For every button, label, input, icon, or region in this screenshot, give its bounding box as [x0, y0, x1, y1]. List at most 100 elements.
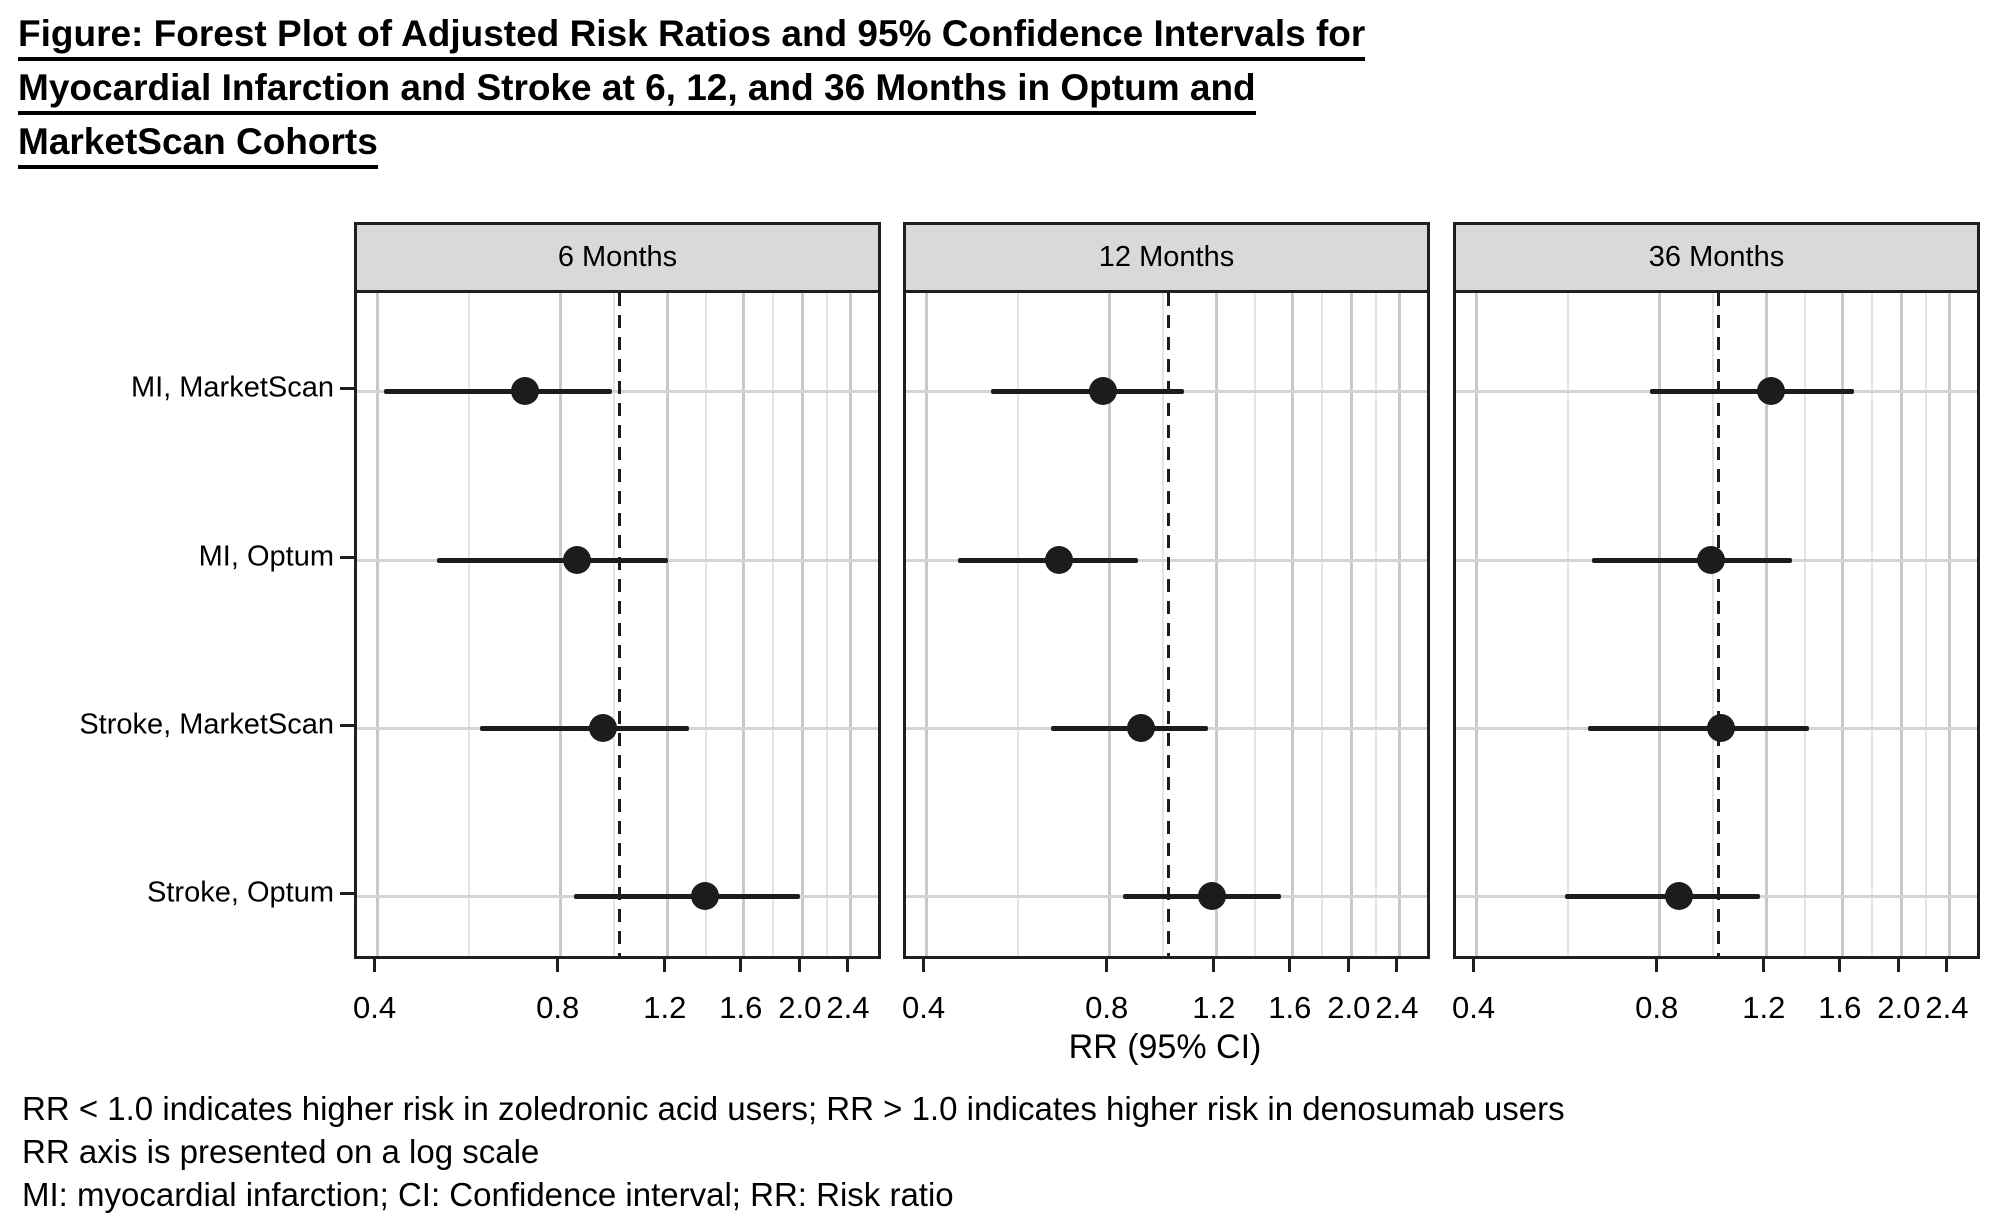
panel-header: 12 Months: [903, 222, 1430, 290]
x-tick-label: 0.8: [1085, 990, 1129, 1025]
x-gridline-minor: [1924, 293, 1927, 956]
x-tick: [1288, 959, 1292, 972]
point-dot: [1044, 546, 1073, 574]
ci-line: [573, 893, 801, 899]
x-gridline-minor: [1871, 293, 1874, 956]
x-gridline-minor: [1374, 293, 1377, 956]
panel-plot: [1453, 290, 1980, 959]
x-gridline-minor: [1321, 293, 1324, 956]
x-gridline-major: [849, 293, 853, 956]
point-dot: [1664, 882, 1693, 910]
point-dot: [1696, 546, 1725, 574]
point-dot: [511, 377, 540, 405]
x-tick-label: 0.4: [353, 990, 397, 1025]
y-tick: [340, 386, 354, 390]
x-tick: [1472, 959, 1476, 972]
figure-title-text: Myocardial Infarction and Stroke at 6, 1…: [18, 66, 1256, 115]
x-tick-label: 1.2: [1192, 990, 1236, 1025]
x-tick: [1347, 959, 1351, 972]
x-axis-label: RR (95% CI): [1068, 1028, 1262, 1066]
x-gridline-major: [1841, 293, 1845, 956]
reference-line: [1167, 293, 1171, 956]
x-gridline-major: [666, 293, 670, 956]
x-tick: [1212, 959, 1216, 972]
x-gridline-minor: [1803, 293, 1806, 956]
x-gridline-major: [376, 293, 380, 956]
x-tick: [1897, 959, 1901, 972]
ci-line: [1588, 725, 1810, 731]
panel-header: 6 Months: [354, 222, 881, 290]
x-tick-label: 0.8: [536, 990, 580, 1025]
figure-title-line: Myocardial Infarction and Stroke at 6, 1…: [18, 66, 1365, 115]
x-gridline-major: [1658, 293, 1662, 956]
footnotes: RR < 1.0 indicates higher risk in zoledr…: [22, 1087, 1565, 1216]
x-tick-label: 2.4: [1925, 990, 1969, 1025]
point-dot: [562, 546, 591, 574]
x-tick-label: 1.6: [1268, 990, 1312, 1025]
x-tick: [1838, 959, 1842, 972]
x-tick: [739, 959, 743, 972]
x-gridline-minor: [772, 293, 775, 956]
x-tick: [1395, 959, 1399, 972]
panel-plot: [354, 290, 881, 959]
ci-line: [1565, 893, 1761, 899]
x-tick-label: 2.4: [1375, 990, 1419, 1025]
x-gridline-major: [1108, 293, 1112, 956]
x-gridline-major: [559, 293, 563, 956]
x-tick: [1655, 959, 1659, 972]
y-gridline: [357, 389, 878, 393]
x-gridline-minor: [1017, 293, 1020, 956]
x-gridline-major: [1398, 293, 1402, 956]
x-gridline-minor: [1253, 293, 1256, 956]
x-tick-label: 2.0: [1877, 990, 1921, 1025]
y-tick: [340, 891, 354, 895]
reference-line: [1717, 293, 1721, 956]
row-label: MI, Optum: [198, 540, 334, 573]
x-tick: [798, 959, 802, 972]
row-label: MI, MarketScan: [130, 371, 334, 404]
row-label: Stroke, MarketScan: [79, 708, 334, 741]
point-dot: [1089, 377, 1118, 405]
x-tick: [846, 959, 850, 972]
x-tick-label: 2.0: [1327, 990, 1371, 1025]
x-gridline-minor: [1712, 293, 1715, 956]
x-tick-label: 0.4: [1452, 990, 1496, 1025]
point-dot: [1707, 714, 1736, 742]
x-tick-label: 0.8: [1635, 990, 1679, 1025]
point-dot: [1198, 882, 1227, 910]
x-tick-label: 1.2: [643, 990, 687, 1025]
x-gridline-minor: [1162, 293, 1165, 956]
x-tick: [1762, 959, 1766, 972]
x-gridline-minor: [468, 293, 471, 956]
reference-line: [618, 293, 622, 956]
figure-title-text: MarketScan Cohorts: [18, 120, 378, 169]
figure-title-text: Figure: Forest Plot of Adjusted Risk Rat…: [18, 12, 1366, 61]
panel-plot: [903, 290, 1430, 959]
x-gridline-major: [925, 293, 929, 956]
footnote-line: MI: myocardial infarction; CI: Confidenc…: [22, 1176, 954, 1213]
x-gridline-major: [1475, 293, 1479, 956]
panel-header: 36 Months: [1453, 222, 1980, 290]
x-tick: [922, 959, 926, 972]
point-dot: [690, 882, 719, 910]
x-tick-label: 1.2: [1742, 990, 1786, 1025]
footnote-line: RR < 1.0 indicates higher risk in zoledr…: [22, 1090, 1565, 1127]
x-tick-label: 1.6: [719, 990, 763, 1025]
figure-title: Figure: Forest Plot of Adjusted Risk Rat…: [18, 12, 1366, 174]
row-label: Stroke, Optum: [147, 876, 334, 909]
x-gridline-major: [801, 293, 805, 956]
x-gridline-minor: [1567, 293, 1570, 956]
x-tick-label: 1.6: [1818, 990, 1862, 1025]
x-gridline-major: [1215, 293, 1219, 956]
x-tick-label: 2.4: [826, 990, 870, 1025]
footnote-line: RR axis is presented on a log scale: [22, 1133, 540, 1170]
x-tick: [373, 959, 377, 972]
x-gridline-major: [1350, 293, 1354, 956]
figure-title-line: MarketScan Cohorts: [18, 120, 1365, 169]
x-gridline-minor: [613, 293, 616, 956]
point-dot: [1757, 377, 1786, 405]
x-gridline-major: [1291, 293, 1295, 956]
x-gridline-minor: [704, 293, 707, 956]
x-gridline-minor: [825, 293, 828, 956]
